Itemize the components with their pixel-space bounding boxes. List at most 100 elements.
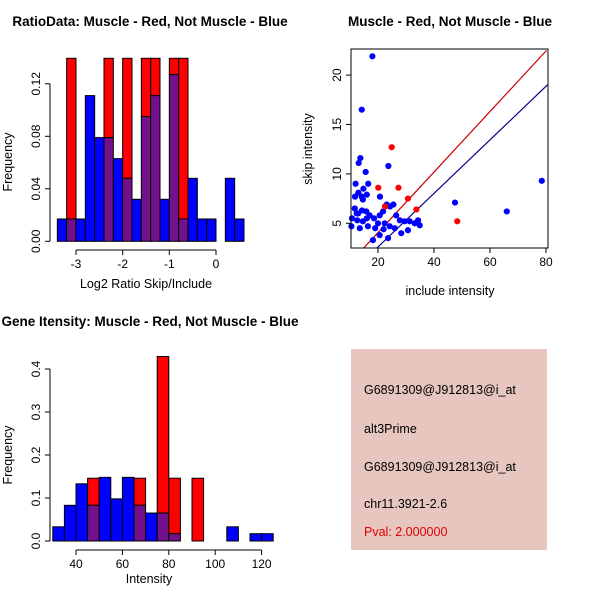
y-tick-label: 5 bbox=[330, 220, 344, 227]
scatter-point-blue bbox=[354, 217, 361, 224]
plot-box bbox=[350, 48, 549, 249]
y-tick-label: 0.1 bbox=[29, 489, 43, 506]
scatter-point-blue bbox=[398, 230, 405, 237]
scatter-point-blue bbox=[356, 225, 363, 232]
hist-bar-blue bbox=[145, 512, 158, 542]
hist-bar-blue bbox=[234, 218, 245, 242]
hist-bar-blue bbox=[224, 177, 236, 242]
scatter-point-blue bbox=[380, 226, 387, 233]
chromosome-location-text: chr11.3921-2.6 bbox=[364, 497, 448, 511]
scatter-point-blue bbox=[355, 189, 362, 196]
scatter-title: Muscle - Red, Not Muscle - Blue bbox=[348, 14, 553, 29]
hist-bar-blue bbox=[56, 218, 68, 242]
hist-bar-blue bbox=[159, 198, 170, 242]
scatter-point-blue bbox=[538, 177, 545, 184]
pval-text: Pval: 2.000000 bbox=[364, 525, 448, 539]
hist-bar-overlap bbox=[133, 504, 147, 542]
hist-bar-red bbox=[87, 477, 100, 506]
scatter-point-blue bbox=[372, 225, 379, 232]
hist-bar-blue bbox=[226, 526, 239, 542]
scatter-point-blue bbox=[355, 159, 362, 167]
ratio-histogram-ylabel: Frequency bbox=[1, 132, 15, 192]
intensity-scatter-panel: Muscle - Red, Not Muscle - Blue include … bbox=[301, 14, 553, 298]
scatter-point-red bbox=[395, 184, 402, 191]
x-tick-label: 20 bbox=[371, 255, 385, 269]
y-tick-label: 0.04 bbox=[29, 177, 43, 201]
hist-bar-blue bbox=[131, 198, 142, 242]
hist-bar-blue bbox=[112, 158, 124, 242]
x-tick-label: 0 bbox=[213, 257, 220, 271]
y-tick-label: 20 bbox=[330, 68, 344, 82]
hist-bar-red bbox=[156, 356, 170, 514]
gene-histogram-ylabel: Frequency bbox=[1, 425, 15, 485]
scatter-point-blue bbox=[351, 205, 358, 212]
hist-bar-red bbox=[66, 57, 77, 220]
y-tick-label: 0.3 bbox=[29, 403, 43, 420]
hist-bar-red bbox=[133, 477, 147, 506]
x-tick-label: 60 bbox=[483, 255, 497, 269]
x-tick-label: -1 bbox=[164, 257, 175, 271]
scatter-point-blue bbox=[363, 191, 370, 198]
y-tick-label: 0.12 bbox=[29, 72, 43, 96]
x-tick-label: 80 bbox=[539, 255, 553, 269]
gene-histogram-plot-area: 40 60 80 100 120 0.0 0.1 0.2 0.3 0.4 bbox=[29, 356, 274, 571]
hist-bar-overlap bbox=[66, 218, 77, 242]
scatter-point-red bbox=[375, 184, 382, 191]
scatter-point-blue bbox=[384, 235, 392, 242]
scatter-point-blue bbox=[385, 162, 392, 170]
scatter-point-red bbox=[413, 206, 420, 213]
hist-bar-red bbox=[168, 57, 180, 76]
hist-bar-blue bbox=[196, 218, 208, 242]
hist-bar-overlap bbox=[87, 504, 100, 542]
y-tick-label: 0.08 bbox=[29, 124, 43, 148]
hist-bar-blue bbox=[75, 218, 86, 242]
scatter-point-blue bbox=[353, 210, 360, 217]
scatter-point-blue bbox=[396, 217, 403, 224]
scatter-point-red bbox=[404, 195, 412, 202]
scatter-point-blue bbox=[390, 201, 397, 208]
hist-bar-blue bbox=[94, 137, 105, 242]
y-tick-label: 0.00 bbox=[29, 229, 43, 253]
hist-bar-blue bbox=[249, 533, 263, 542]
scatter-xlabel: include intensity bbox=[406, 284, 496, 298]
y-tick-label: 15 bbox=[330, 118, 344, 132]
scatter-point-blue bbox=[364, 223, 372, 230]
probe-id-text: G6891309@J912813@i_at bbox=[364, 383, 516, 397]
hist-bar-overlap bbox=[168, 74, 180, 242]
scatter-point-blue bbox=[359, 196, 366, 203]
x-tick-label: 120 bbox=[252, 557, 272, 571]
scatter-point-blue bbox=[379, 208, 387, 215]
scatter-point-blue bbox=[365, 180, 372, 187]
hist-bar-blue bbox=[110, 498, 123, 542]
x-tick-label: -2 bbox=[117, 257, 128, 271]
scatter-point-blue bbox=[381, 220, 388, 227]
hist-bar-red bbox=[191, 477, 205, 542]
x-tick-label: 40 bbox=[427, 255, 441, 269]
scatter-point-blue bbox=[416, 222, 423, 229]
scatter-point-red bbox=[454, 218, 461, 225]
scatter-point-blue bbox=[363, 215, 370, 222]
scatter-point-blue bbox=[393, 212, 400, 219]
hist-bar-blue bbox=[206, 218, 217, 242]
hist-bar-overlap bbox=[178, 218, 189, 242]
scatter-point-blue bbox=[369, 236, 377, 244]
scatter-plot-area: 20 40 60 80 5 10 15 20 bbox=[330, 48, 553, 269]
scatter-point-blue bbox=[386, 223, 393, 230]
not-muscle-fit-line bbox=[376, 84, 548, 248]
ratio-histogram-title: RatioData: Muscle - Red, Not Muscle - Bl… bbox=[12, 14, 288, 29]
scatter-point-blue bbox=[376, 232, 383, 239]
hist-bar-red bbox=[168, 477, 181, 535]
scatter-point-blue bbox=[369, 53, 376, 60]
hist-bar-blue bbox=[63, 504, 77, 542]
scatter-point-blue bbox=[451, 199, 459, 206]
hist-bar-overlap bbox=[140, 116, 152, 242]
scatter-point-blue bbox=[376, 193, 384, 200]
x-tick-label: 100 bbox=[205, 557, 225, 571]
scatter-point-blue bbox=[404, 227, 412, 234]
scatter-point-blue bbox=[414, 217, 422, 224]
scatter-point-blue bbox=[360, 185, 367, 192]
scatter-point-blue bbox=[348, 215, 356, 222]
hist-bar-overlap bbox=[150, 95, 161, 242]
x-tick-label: 60 bbox=[116, 557, 130, 571]
